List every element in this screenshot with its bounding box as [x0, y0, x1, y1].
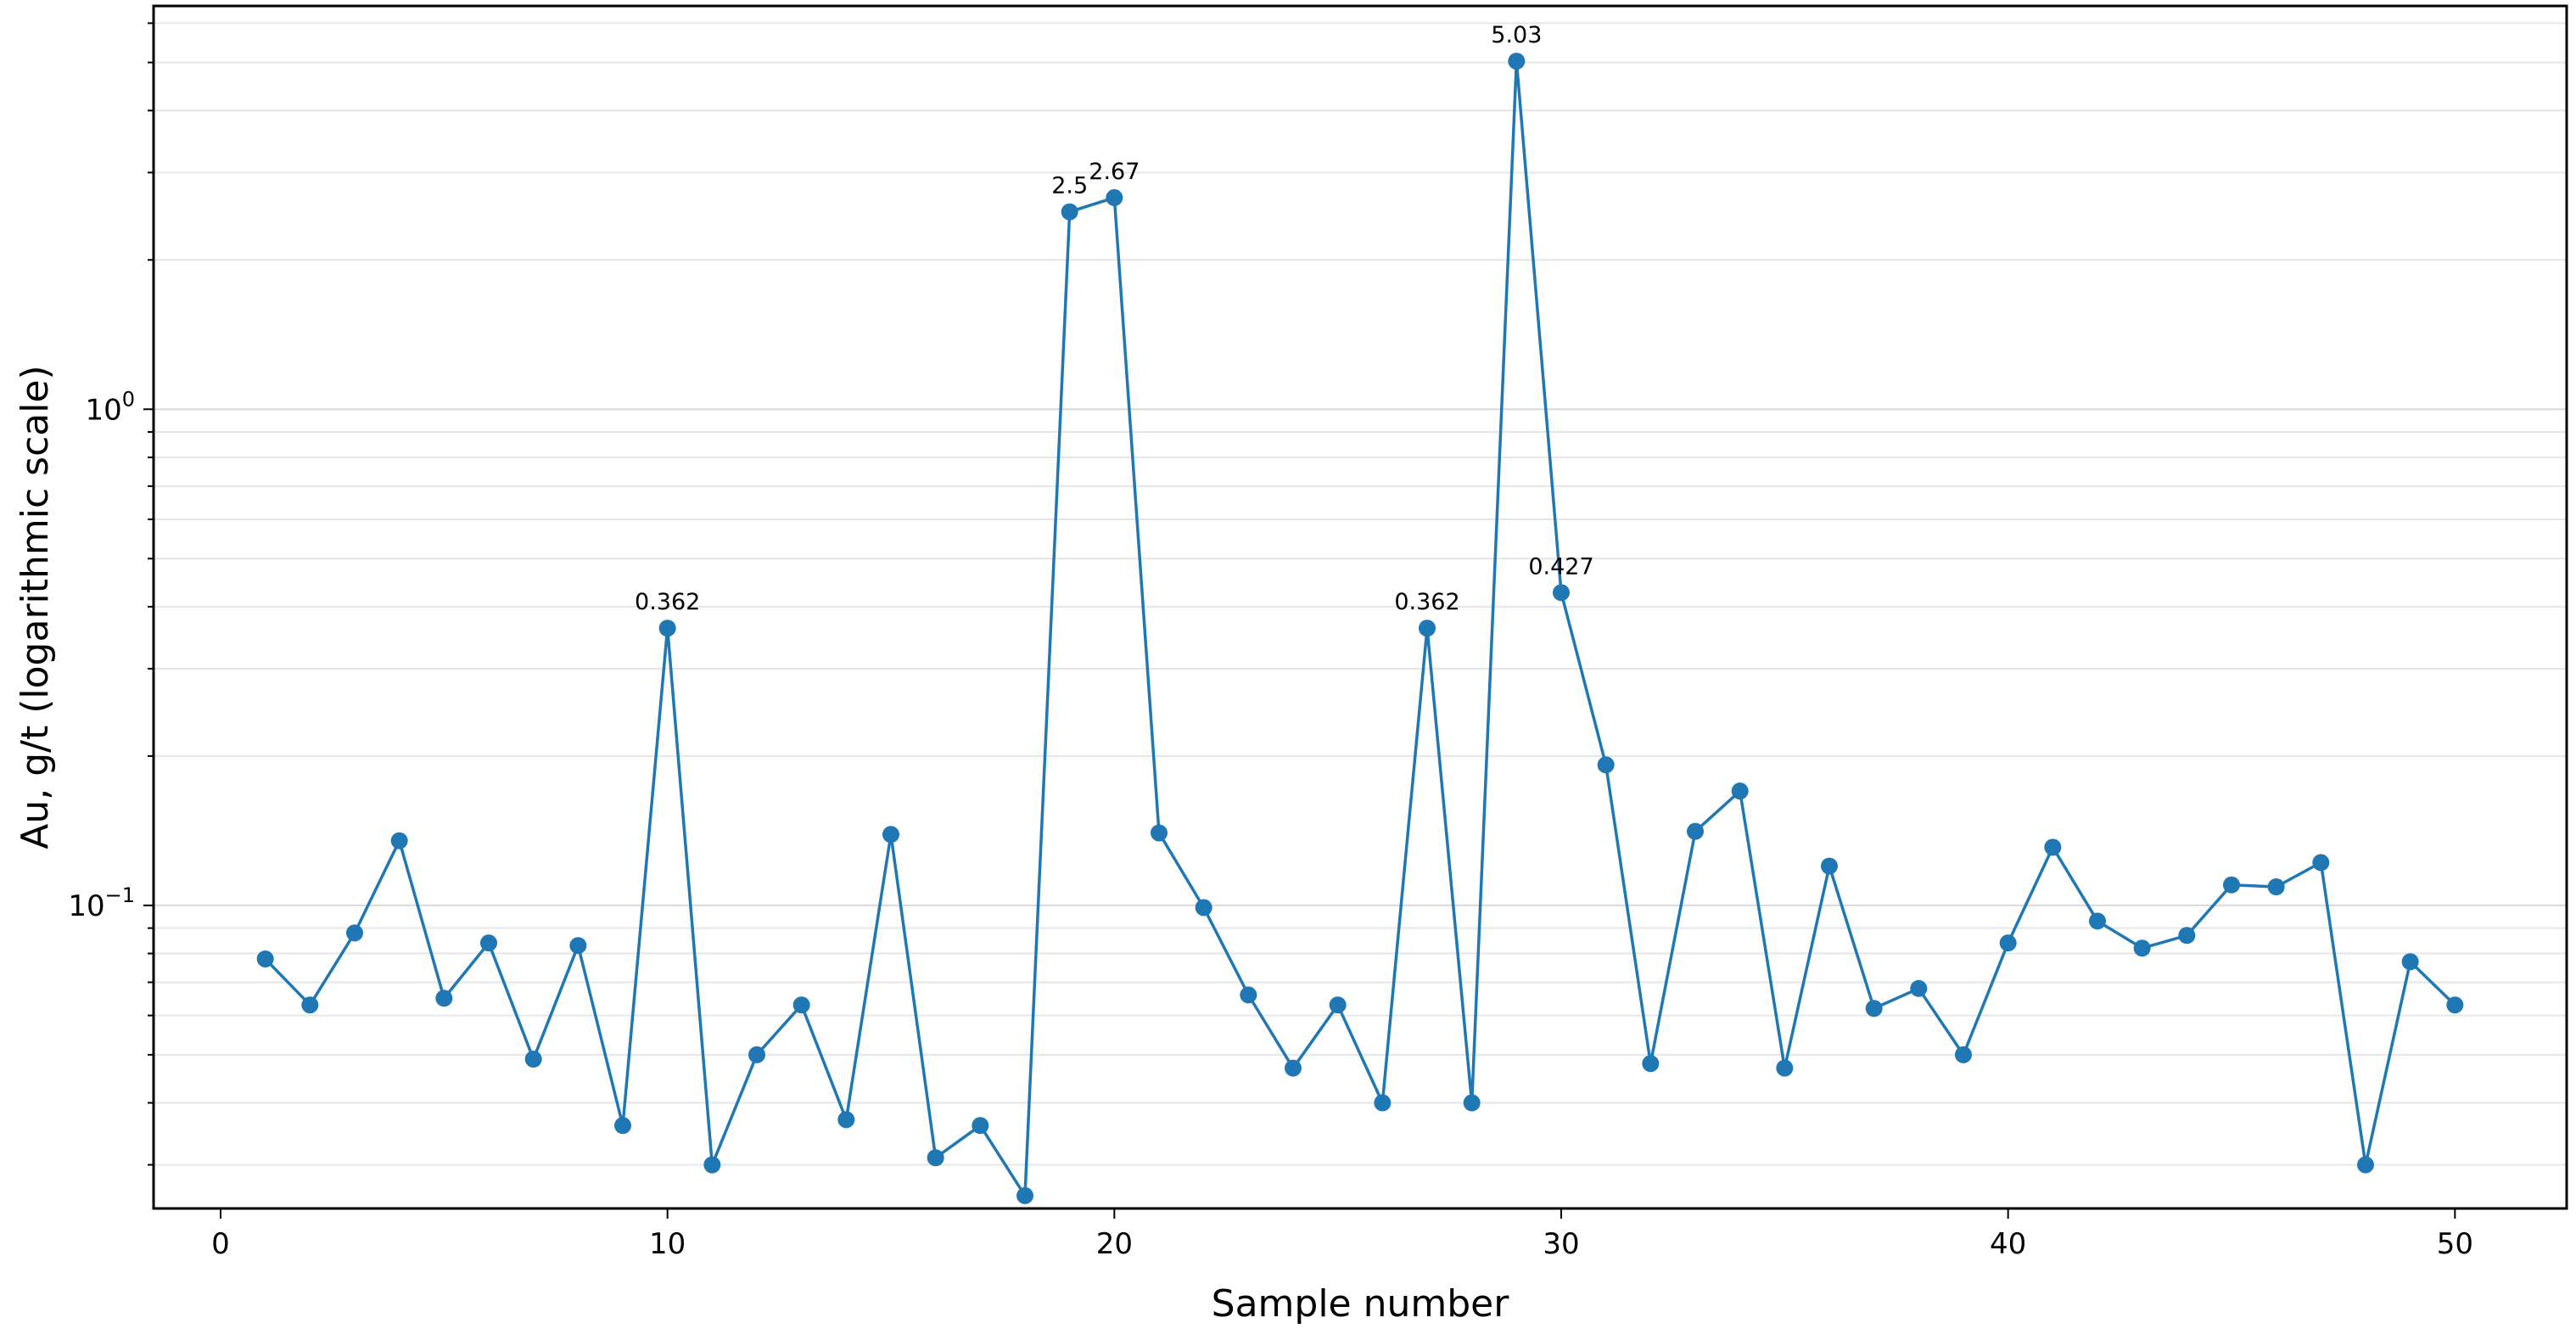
data-point: [1240, 986, 1257, 1004]
data-point: [1463, 1094, 1481, 1112]
data-point: [524, 1051, 542, 1068]
data-label: 2.5: [1051, 173, 1088, 199]
data-point: [927, 1149, 944, 1167]
data-point: [256, 950, 274, 967]
data-point: [1374, 1094, 1392, 1112]
x-tick-label: 0: [211, 1227, 230, 1261]
axis-ticks: 100 10−1 0 10 20 30 40 50: [68, 22, 2473, 1261]
data-point: [1999, 934, 2017, 952]
data-point: [1329, 996, 1347, 1014]
data-point: [1597, 756, 1615, 774]
data-point: [703, 1156, 721, 1174]
data-point: [1731, 782, 1749, 800]
data-point: [2089, 912, 2106, 930]
series-points: [256, 53, 2464, 1204]
data-point: [1687, 822, 1704, 840]
x-tick-label: 30: [1543, 1227, 1579, 1261]
data-point: [390, 832, 408, 849]
y-tick-label: 10−1: [68, 883, 135, 923]
data-point: [1508, 53, 1526, 70]
data-point: [882, 826, 899, 844]
data-point: [2312, 854, 2330, 872]
x-axis-label: Sample number: [1212, 1282, 1510, 1326]
data-point: [346, 924, 363, 942]
series-polyline: [264, 59, 2456, 1197]
data-point: [1285, 1059, 1302, 1077]
data-point: [2267, 878, 2285, 896]
data-point: [2357, 1156, 2374, 1174]
x-tick-label: 40: [1990, 1227, 2026, 1261]
data-point: [748, 1046, 765, 1063]
data-label: 2.67: [1089, 159, 1140, 185]
data-labels: 0.362 2.52.67 0.362 5.03 0.427: [635, 22, 1594, 615]
data-point: [1419, 620, 1436, 637]
data-label: 0.427: [1528, 553, 1593, 580]
data-label: 0.362: [635, 589, 700, 615]
data-point: [1642, 1055, 1660, 1073]
y-tick-label: 100: [85, 387, 135, 427]
data-point: [301, 996, 319, 1014]
data-point: [480, 934, 497, 952]
data-point: [614, 1117, 631, 1135]
data-point: [2178, 927, 2196, 945]
data-point: [1865, 1000, 1883, 1018]
data-point: [1061, 203, 1078, 221]
data-point: [1151, 824, 1168, 842]
data-point: [1821, 857, 1838, 875]
data-label: 0.362: [1394, 589, 1459, 615]
grid-lines: [154, 22, 2567, 1166]
data-point: [792, 996, 810, 1014]
data-point: [1910, 979, 1928, 997]
data-point: [2401, 953, 2419, 971]
data-point: [837, 1111, 855, 1129]
series-line: [264, 59, 2456, 1197]
x-tick-label: 10: [649, 1227, 686, 1261]
x-tick-label: 50: [2437, 1227, 2473, 1261]
data-point: [1955, 1046, 1972, 1063]
data-point: [2133, 939, 2151, 957]
data-point: [2223, 876, 2240, 894]
data-point: [1106, 188, 1123, 206]
data-point: [658, 620, 676, 637]
data-label: 5.03: [1491, 22, 1542, 48]
data-point: [569, 937, 587, 955]
data-point: [972, 1117, 989, 1135]
data-point: [1553, 584, 1570, 602]
y-axis-label: Au, g/t (logarithmic scale): [14, 365, 57, 849]
x-tick-label: 20: [1096, 1227, 1133, 1261]
data-point: [2044, 838, 2062, 856]
data-point: [2446, 996, 2464, 1014]
data-point: [435, 990, 453, 1007]
data-point: [1195, 899, 1212, 917]
data-point: [1776, 1059, 1794, 1077]
data-point: [1016, 1186, 1033, 1204]
